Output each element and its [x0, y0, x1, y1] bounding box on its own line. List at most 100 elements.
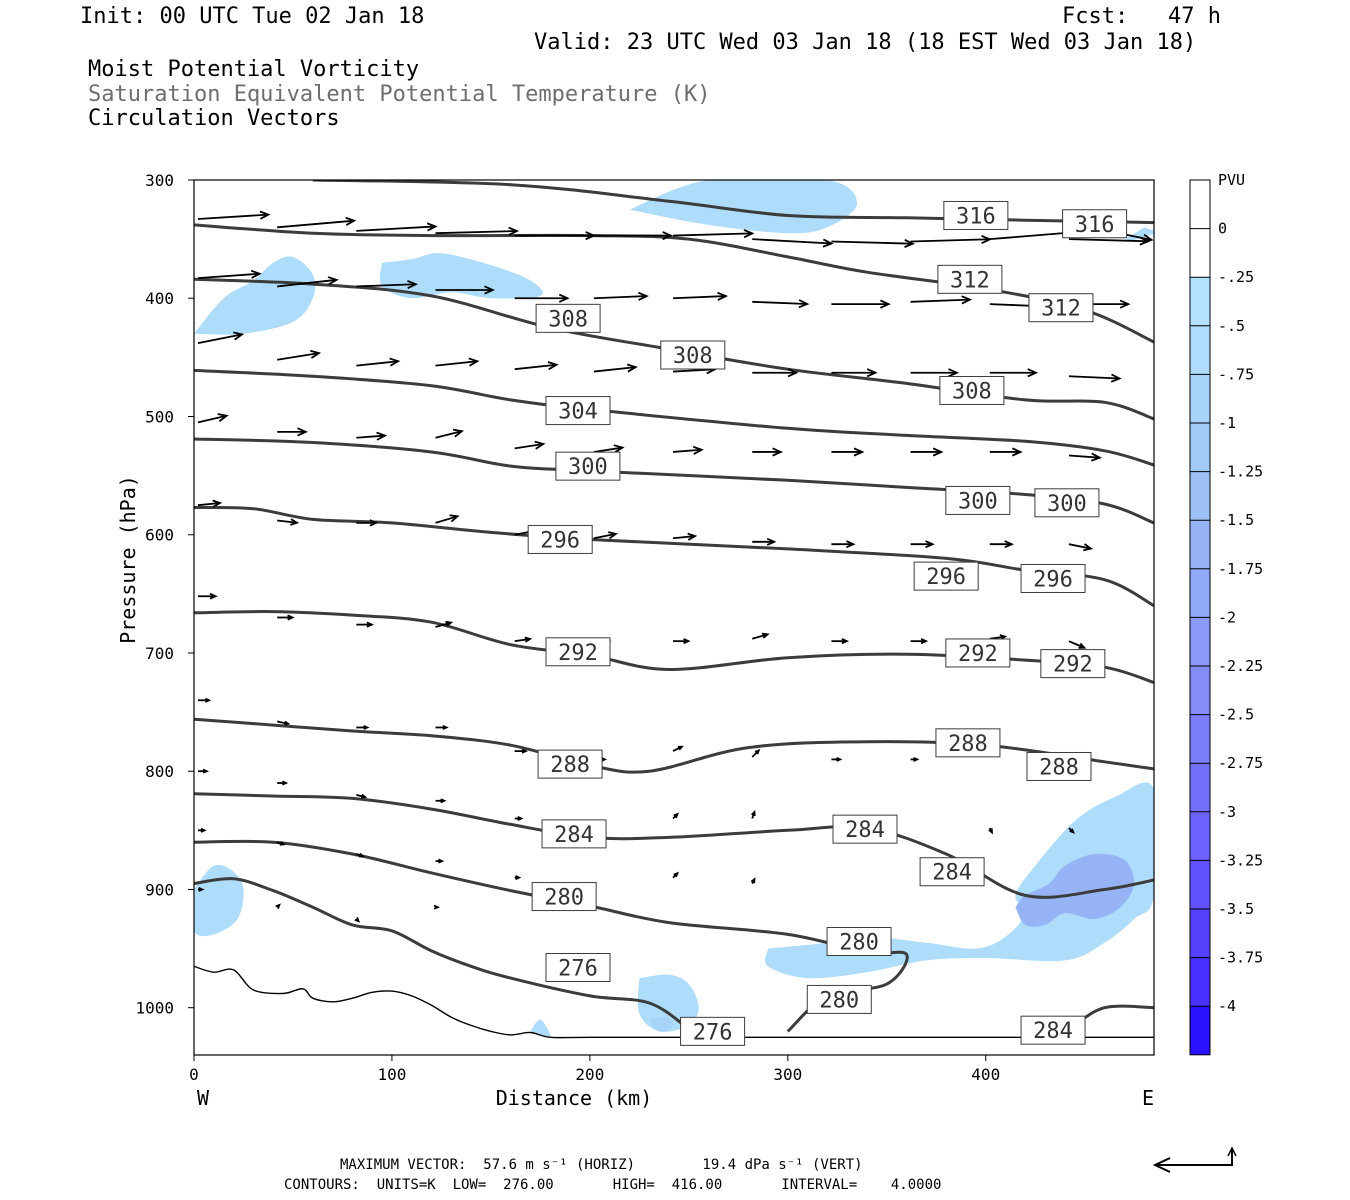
- contour-label: 312: [950, 268, 990, 293]
- colorbar-tick-label: -4: [1218, 997, 1236, 1015]
- colorbar-tick-label: -3.5: [1218, 900, 1254, 918]
- circulation-vector: [593, 295, 647, 300]
- circulation-vector: [197, 502, 221, 507]
- vector-arrowhead: [426, 222, 438, 232]
- contour-label-box: [943, 200, 1009, 230]
- y-tick-label: 800: [145, 762, 174, 781]
- colorbar-tick-label: -1.5: [1218, 511, 1254, 529]
- vector-arrowhead: [284, 720, 291, 726]
- contour-label: 284: [932, 861, 972, 886]
- contour-label-box: [919, 857, 985, 887]
- vector-arrowhead: [1011, 447, 1023, 457]
- vector-arrowhead: [517, 816, 524, 821]
- contour-label-box: [531, 882, 597, 912]
- contour-label: 280: [839, 930, 879, 955]
- vector-arrowhead: [310, 349, 322, 359]
- vector-arrowhead: [925, 540, 935, 549]
- contour-label: 308: [673, 344, 713, 369]
- colorbar-segment: [1190, 568, 1210, 618]
- contour-label-box: [832, 814, 898, 844]
- vector-arrowhead: [717, 291, 729, 301]
- colorbar-segment: [1190, 714, 1210, 764]
- vector-arrowhead: [822, 238, 834, 248]
- circulation-vector: [989, 635, 1006, 640]
- circulation-vector: [1068, 454, 1100, 459]
- vector-arrowhead: [1110, 373, 1122, 383]
- circulation-vector: [277, 519, 298, 524]
- circulation-vector: [672, 448, 702, 453]
- x-tick-label: 0: [189, 1065, 199, 1084]
- vector-arrowhead: [913, 756, 920, 762]
- contour-label-box: [555, 451, 621, 481]
- colorbar-tick-label: -3.75: [1218, 949, 1263, 967]
- circulation-vector: [277, 278, 337, 288]
- contour-label-box: [913, 561, 979, 591]
- contour-label: 292: [558, 641, 598, 666]
- circulation-vector: [672, 535, 696, 540]
- vector-arrowhead: [766, 537, 777, 546]
- contour-label: 280: [819, 988, 859, 1013]
- circulation-vector: [673, 295, 726, 300]
- theta-contour-304: [194, 368, 1154, 467]
- vector-arrowhead: [345, 216, 357, 226]
- vector-arrowhead: [508, 226, 520, 236]
- circulation-vector: [831, 240, 913, 245]
- vector-arrowhead: [521, 748, 528, 754]
- circulation-vector: [673, 368, 715, 373]
- vector-arrowhead: [468, 357, 480, 367]
- contour-label-box: [1026, 751, 1092, 781]
- colorbar-segment: [1190, 957, 1210, 1007]
- vector-arrowhead: [750, 877, 756, 884]
- contour-label: 308: [548, 307, 588, 332]
- vector-arrowhead: [1119, 299, 1131, 309]
- vector-arrowhead: [683, 638, 691, 645]
- colorbar-segment: [1190, 374, 1210, 423]
- vector-arrowhead: [846, 540, 856, 549]
- vector-arrowhead: [1027, 368, 1039, 378]
- y-tick-label: 600: [145, 526, 174, 545]
- plot-area: 316 316 312 312 308 308 308 304 300 300 300 296 296 2…: [194, 180, 1154, 1046]
- colorbar-segment: [1190, 860, 1210, 909]
- colorbar-segment: [1190, 228, 1210, 278]
- vector-arrowhead: [209, 592, 218, 600]
- y-tick-label: 300: [145, 171, 174, 190]
- y-tick-label: 500: [145, 407, 174, 426]
- circulation-vector: [435, 360, 478, 367]
- pv-region: [194, 256, 316, 335]
- contour-label-box: [935, 728, 1001, 758]
- vector-arrowhead: [204, 697, 212, 703]
- contour-label: 284: [1033, 1019, 1073, 1044]
- contour-label: 292: [958, 642, 998, 667]
- theta-contour-312: [194, 223, 1154, 344]
- circulation-vector: [1068, 375, 1120, 380]
- circulation-vector: [197, 272, 260, 280]
- circulation-vector: [593, 446, 623, 453]
- vector-arrowhead: [673, 871, 680, 878]
- vector-arrowhead: [1142, 233, 1154, 243]
- vector-arrowhead: [449, 514, 460, 523]
- colorbar-tick-label: -3: [1218, 803, 1236, 821]
- vector-arrowhead: [948, 368, 959, 378]
- y-tick-label: 1000: [135, 999, 174, 1018]
- colorbar-tick-label: -2.75: [1218, 754, 1263, 772]
- contour-label: 288: [1039, 755, 1079, 780]
- vector-arrowhead: [932, 447, 944, 457]
- vector-arrowhead: [637, 291, 649, 301]
- vector-arrowhead: [677, 745, 684, 751]
- colorbar-segment: [1190, 180, 1210, 229]
- vector-arrowhead: [484, 285, 495, 295]
- max-vector-note: MAXIMUM VECTOR: 57.6 m s⁻¹ (HORIZ) 19.4 …: [340, 1157, 863, 1173]
- circulation-vector: [593, 532, 617, 540]
- vector-arrowhead: [259, 210, 271, 220]
- contour-label: 316: [1075, 213, 1115, 238]
- vector-arrowhead: [369, 519, 379, 527]
- colorbar-segment: [1190, 277, 1210, 326]
- circulation-vector: [356, 360, 399, 367]
- vector-arrowhead: [212, 499, 223, 508]
- vector-arrowhead: [438, 858, 445, 864]
- circulation-vector: [989, 231, 1072, 241]
- vector-arrowhead: [445, 620, 454, 627]
- circulation-vector: [752, 238, 832, 245]
- colorbar-segment: [1190, 423, 1210, 472]
- circulation-vector: [435, 515, 458, 524]
